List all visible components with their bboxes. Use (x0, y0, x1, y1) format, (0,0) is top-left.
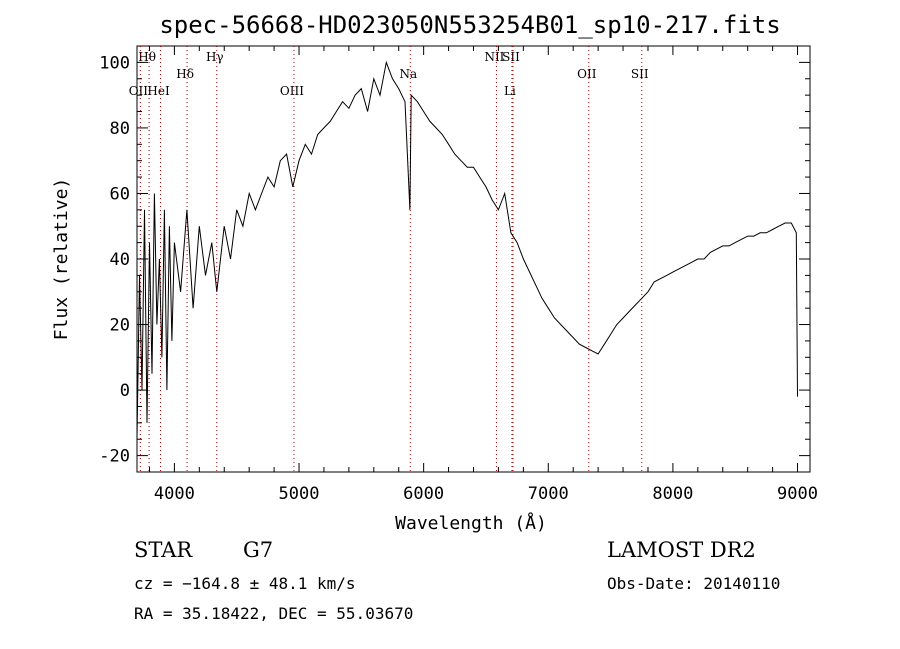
x-tick-label: 8000 (652, 484, 693, 504)
chart-title: spec-56668-HD023050N553254B01_sp10-217.f… (159, 11, 780, 39)
y-tick-label: 60 (110, 184, 130, 204)
line-marker-label: Hθ (138, 50, 156, 64)
line-marker-label: NII (484, 50, 504, 64)
line-marker-label: Hγ (206, 50, 224, 64)
redshift-cz: cz = −164.8 ± 48.1 km/s (134, 574, 356, 593)
x-tick-label: 6000 (403, 484, 444, 504)
line-marker-label: OII (129, 84, 149, 98)
x-tick-label: 7000 (528, 484, 569, 504)
line-marker-label: OII (577, 67, 597, 81)
y-tick-label: 20 (110, 316, 130, 336)
x-tick-label: 4000 (154, 484, 195, 504)
line-marker-label: HeI (147, 84, 170, 98)
object-class: STAR (134, 538, 193, 562)
y-tick-label: 100 (99, 53, 130, 73)
y-tick-label: 40 (110, 250, 130, 270)
x-tick-label: 5000 (279, 484, 320, 504)
spectrum-line (136, 60, 798, 440)
observation-date: Obs-Date: 20140110 (607, 574, 781, 593)
x-axis-label: Wavelength (Å) (395, 512, 547, 534)
plot-frame (136, 45, 811, 473)
object-subclass: G7 (243, 538, 274, 562)
survey-name: LAMOST DR2 (607, 538, 756, 562)
y-tick-label: -20 (99, 447, 130, 467)
line-marker-label: Hδ (176, 67, 194, 81)
axis-ticks: 4000 5000 6000 7000 8000 9000 -20 0 20 40 60 80 100 (99, 46, 818, 504)
line-marker-label: SII (502, 50, 520, 64)
y-tick-label: 0 (120, 381, 130, 401)
line-marker-label: Li (504, 84, 516, 98)
y-tick-label: 80 (110, 119, 130, 139)
y-axis-label: Flux (relative) (51, 178, 72, 341)
ra-dec-coordinates: RA = 35.18422, DEC = 55.03670 (134, 604, 414, 623)
line-marker-label: Na (399, 67, 417, 81)
line-marker-label: SII (631, 67, 649, 81)
x-tick-label: 9000 (777, 484, 818, 504)
line-marker-label: OIII (280, 84, 304, 98)
